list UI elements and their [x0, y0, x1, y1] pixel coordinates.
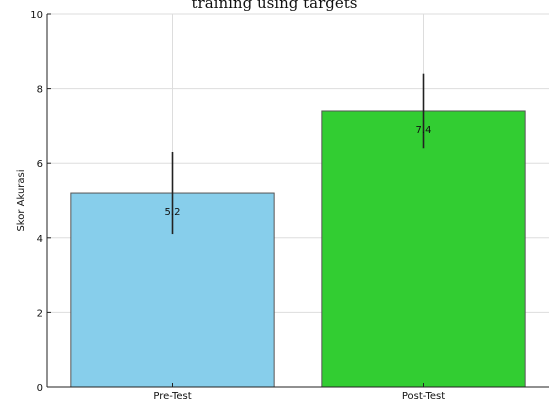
chart-title: training using targets	[191, 0, 358, 12]
y-axis-label: Skor Akurasi	[16, 169, 27, 231]
x-tick-label: Post-Test	[402, 391, 445, 401]
bars	[70, 73, 526, 388]
y-tick-label: 8	[37, 85, 43, 96]
labels: 5.2 7.4 0 2 4 6 8 10 Pre-Test Post-Test Skor Akura…	[16, 10, 445, 401]
y-tick-label: 0	[37, 383, 43, 394]
y-tick-label: 10	[30, 10, 43, 21]
y-tick-label: 6	[37, 159, 43, 170]
y-tick-label: 4	[37, 234, 43, 245]
data-label-post-test: 7.4	[416, 125, 432, 136]
x-tick-label: Pre-Test	[153, 391, 191, 401]
axes	[46, 13, 549, 388]
data-label-pre-test: 5.2	[165, 207, 181, 218]
y-tick-label: 2	[37, 308, 43, 319]
bar-post-test	[321, 110, 526, 388]
